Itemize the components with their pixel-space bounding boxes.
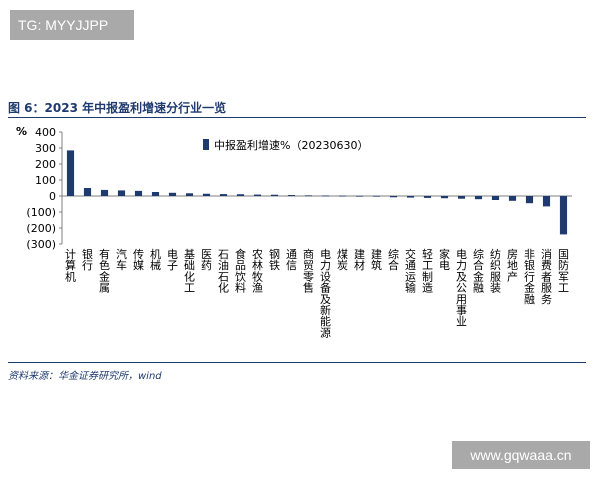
x-tick-label: 交通运输 (405, 247, 416, 295)
legend-swatch (203, 139, 209, 150)
bar (423, 196, 432, 198)
x-tick-label: 轻工制造 (422, 247, 433, 295)
y-tick-label: 400 (35, 126, 56, 139)
bar (151, 192, 160, 196)
x-tick-label: 钢铁 (269, 248, 280, 272)
x-tick-label: 电力设备及新能源 (320, 248, 331, 339)
bar (389, 196, 398, 198)
bar (100, 189, 109, 196)
legend: 中报盈利增速%（20230630） (203, 138, 368, 152)
x-tick-label: 银行 (82, 247, 93, 272)
bar (559, 196, 568, 235)
bar (508, 196, 517, 201)
x-tick-label: 医药 (201, 248, 212, 272)
bar (406, 196, 415, 198)
bar (253, 194, 262, 196)
bar (542, 196, 551, 207)
x-tick-label: 有色金属 (99, 247, 110, 295)
bar (219, 194, 228, 196)
figure-title: 图 6：2023 年中报盈利增速分行业一览 (8, 101, 227, 115)
x-tick-label: 机械 (150, 247, 161, 272)
x-tick-label: 纺织服装 (490, 247, 501, 295)
bar (66, 150, 75, 196)
bar (287, 195, 296, 196)
x-tick-label: 农林牧渔 (252, 247, 263, 295)
x-tick-label: 食品饮料 (235, 247, 246, 295)
y-tick-label: (100) (26, 206, 56, 219)
x-tick-label: 电力及公用事业 (456, 248, 467, 328)
bar (185, 193, 194, 196)
bar (338, 195, 347, 197)
bar (270, 194, 279, 196)
title-divider (8, 117, 586, 118)
x-tick-label: 房地产 (507, 248, 518, 283)
bar (372, 195, 381, 197)
y-tick-label: (300) (26, 238, 56, 251)
bar (491, 196, 500, 200)
bar (355, 195, 364, 197)
x-tick-label: 汽车 (116, 247, 127, 272)
bar (134, 190, 143, 196)
x-tick-label: 建筑 (371, 247, 382, 272)
x-tick-label: 传媒 (133, 248, 144, 272)
bar (321, 195, 330, 197)
x-tick-label: 电子 (167, 248, 178, 272)
y-tick-label: (200) (26, 222, 56, 235)
x-tick-label: 通信 (286, 248, 297, 272)
y-axis-label: % (16, 125, 27, 138)
y-tick-label: 200 (35, 158, 56, 171)
x-tick-label: 家电 (439, 247, 450, 272)
bar (457, 196, 466, 199)
x-tick-label: 计算机 (65, 248, 76, 283)
bar (83, 188, 92, 196)
x-tick-label: 建材 (354, 247, 365, 272)
bar (304, 195, 313, 197)
legend-label: 中报盈利增速%（20230630） (214, 138, 368, 152)
bar (168, 192, 177, 196)
bar (440, 196, 449, 199)
bar (202, 193, 211, 196)
source-note: 资料来源：华金证券研究所，wind (8, 371, 162, 382)
x-tick-label: 煤炭 (337, 248, 348, 272)
x-tick-label: 非银行金融 (524, 248, 535, 306)
bar (474, 196, 483, 200)
bar (525, 196, 534, 204)
x-tick-label: 综合 (388, 247, 399, 272)
site-watermark: www.gqwaaa.cn (452, 441, 590, 469)
y-tick-label: 0 (49, 190, 56, 203)
x-tick-label: 商贸零售 (303, 247, 314, 295)
x-tick-label: 基础化工 (184, 248, 195, 295)
x-tick-label: 石油石化 (218, 248, 229, 295)
source-divider (8, 362, 586, 363)
x-tick-label: 消费者服务 (541, 247, 552, 306)
x-tick-label: 国防军工 (558, 248, 569, 295)
x-tick-label: 综合金融 (473, 247, 484, 295)
bar (117, 190, 126, 196)
bar (236, 194, 245, 196)
y-tick-label: 100 (35, 174, 56, 187)
y-tick-label: 300 (35, 142, 56, 155)
channel-tag: TG: MYYJJPP (10, 10, 134, 40)
bar-chart: % 400 300 200 100 0 (100) (200) (300) 计算机银行有色金属… (16, 125, 572, 339)
